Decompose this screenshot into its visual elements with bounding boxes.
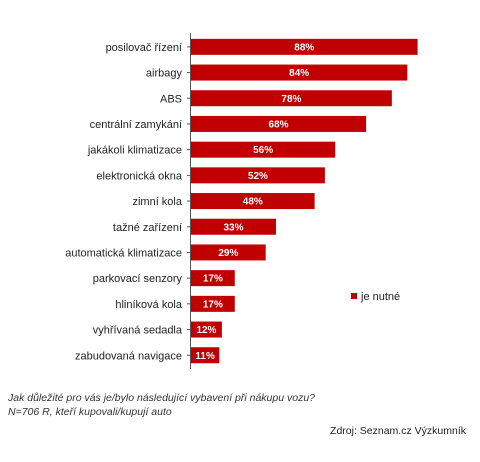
legend-label: je nutné: [360, 291, 400, 303]
category-label: automatická klimatizace: [65, 247, 182, 259]
bar: [191, 295, 235, 312]
bar: [191, 115, 367, 132]
data-label: 56%: [253, 145, 273, 156]
category-label: zimní kola: [132, 196, 182, 208]
bar: [191, 193, 315, 210]
data-label: 48%: [243, 197, 263, 208]
data-label: 52%: [248, 171, 268, 182]
question-note: Jak důležité pro vás je/bylo následující…: [8, 392, 316, 404]
bar: [191, 218, 276, 235]
category-label: elektronická okna: [96, 170, 182, 182]
bar: [191, 244, 266, 261]
sample-note: N=706 R, kteří kupovali/kupují auto: [8, 406, 172, 418]
source-note: Zdroj: Seznam.cz Výzkumník: [330, 425, 466, 437]
bar-chart: posilovač řízení 88% airbagy 84% ABS 78% centr…: [65, 33, 418, 369]
data-label: 17%: [203, 299, 223, 310]
bar: [191, 64, 408, 81]
category-label: posilovač řízení: [106, 42, 182, 54]
plot-area: posilovač řízení 88% airbagy 84% ABS 78% centr…: [65, 38, 418, 364]
bar: [191, 38, 418, 55]
data-label: 68%: [269, 119, 289, 130]
bar: [191, 167, 325, 184]
legend: je nutné: [351, 291, 400, 303]
data-label: 33%: [223, 222, 243, 233]
category-label: jakákoli klimatizace: [87, 145, 182, 157]
bar: [191, 90, 392, 107]
category-label: tažné zařízení: [113, 222, 182, 234]
category-label: ABS: [160, 93, 182, 105]
category-label: parkovací senzory: [93, 273, 183, 285]
bar: [191, 321, 222, 338]
bar: [191, 141, 336, 158]
legend-swatch: [351, 293, 357, 299]
bar: [191, 347, 220, 364]
category-label: zabudovaná navigace: [75, 350, 182, 362]
bar: [191, 270, 235, 287]
category-label: hliníková kola: [115, 299, 183, 311]
data-label: 84%: [289, 68, 309, 79]
data-label: 11%: [195, 351, 215, 362]
data-label: 88%: [294, 42, 314, 53]
data-label: 78%: [281, 94, 301, 105]
category-label: vyhřívaná sedadla: [93, 325, 183, 337]
data-label: 17%: [203, 274, 223, 285]
category-label: airbagy: [146, 68, 183, 80]
category-label: centrální zamykání: [90, 119, 182, 131]
data-label: 29%: [218, 248, 238, 259]
data-label: 12%: [196, 325, 216, 336]
